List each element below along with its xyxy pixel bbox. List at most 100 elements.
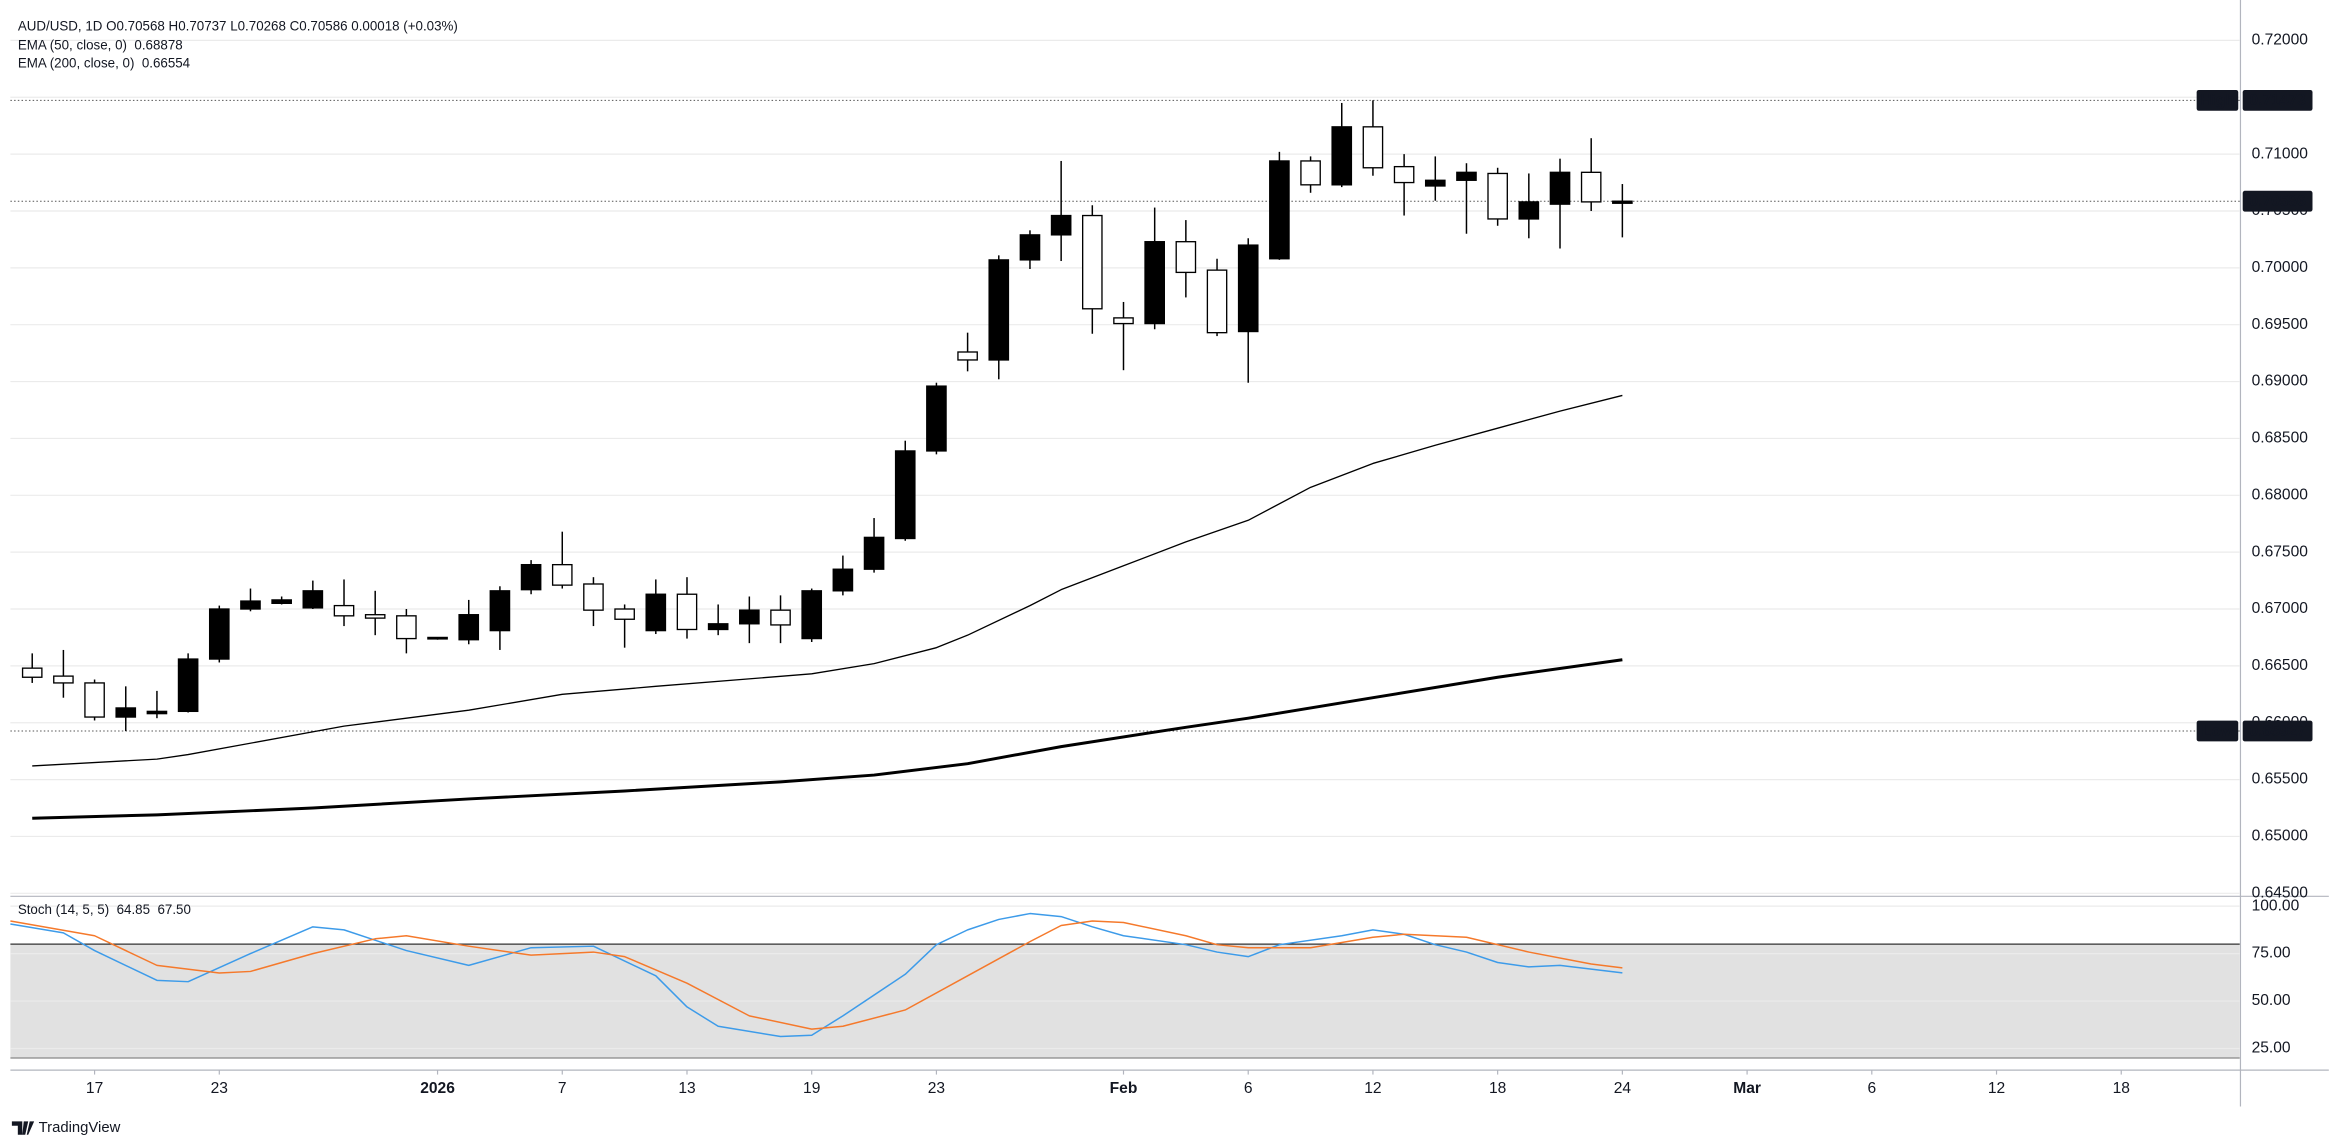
x-tick-label: 18 (2113, 1080, 2130, 1097)
y-tick-label: 0.64500 (2252, 884, 2309, 901)
y-tick-label: 25.00 (2252, 1040, 2291, 1057)
candle-body (1362, 126, 1384, 169)
y-tick-label: 0.70000 (2252, 259, 2309, 276)
candle-body (1269, 160, 1290, 260)
legend-title: Stoch (14, 5, 5) (18, 902, 109, 917)
candle-body (240, 600, 261, 610)
candle-body (177, 658, 199, 713)
candle-body (1113, 317, 1134, 325)
candle-body (1206, 269, 1228, 334)
candle-body (1081, 214, 1103, 310)
candle-body (53, 675, 74, 684)
candle-body (427, 636, 448, 640)
last-price-label: 0.70586 (2249, 193, 2306, 210)
annotation-label-badge (2196, 89, 2239, 111)
candle-body (458, 614, 480, 641)
candle-body (489, 590, 511, 632)
candle-body (21, 667, 43, 678)
legend-value: 0.66554 (142, 55, 191, 70)
candle-body (1393, 165, 1415, 184)
y-tick-label: 0.65500 (2252, 771, 2309, 788)
candle-body (146, 710, 168, 715)
candle-body (1456, 171, 1477, 181)
y-tick-label: 0.68500 (2252, 430, 2309, 447)
annotation-value-badge (2242, 89, 2313, 111)
candle-body (1175, 241, 1197, 274)
annotation-value-badge (2242, 720, 2313, 742)
y-tick-label: 100.00 (2252, 897, 2300, 914)
x-tick-label: 2026 (420, 1080, 455, 1097)
x-tick-label: 18 (1489, 1080, 1506, 1097)
y-tick-label: 0.69000 (2252, 373, 2309, 390)
candle-body (551, 563, 573, 586)
candle-body (676, 593, 698, 631)
candle-body (707, 623, 729, 631)
candle-body (770, 609, 791, 626)
brand-logo (11, 1121, 35, 1135)
chart-header: AUD/USD, 1D O0.70568 H0.70737 L0.70268 C… (18, 18, 458, 33)
candle-body (333, 604, 355, 617)
candle-body (739, 609, 760, 625)
candle-body (801, 590, 823, 640)
candle-body (84, 682, 105, 718)
x-tick-label: 23 (928, 1080, 945, 1097)
y-tick-label: 0.67500 (2252, 543, 2309, 560)
candle-body (1549, 171, 1571, 205)
candle-body (1424, 179, 1446, 187)
candle-body (863, 536, 885, 570)
candle-body (1300, 160, 1321, 186)
legend-value: 67.50 (157, 902, 190, 917)
annotation-value: 0.65927 (2249, 723, 2305, 740)
candle-body (614, 608, 635, 620)
annotation-label-badge (2196, 720, 2239, 742)
ema-line (32, 394, 1623, 767)
candle-body (988, 259, 1010, 361)
y-tick-label: 75.00 (2252, 945, 2291, 962)
candle-body (115, 707, 137, 718)
x-tick-label: 17 (86, 1080, 103, 1097)
y-tick-label: 0.67000 (2252, 600, 2309, 617)
stoch-line (10, 912, 1623, 1038)
x-tick-label: 7 (558, 1080, 567, 1097)
x-tick-label: 24 (1614, 1080, 1632, 1097)
y-tick-label: 0.65000 (2252, 828, 2309, 845)
candle-body (364, 614, 386, 619)
candle-body (926, 385, 947, 452)
legend-name: EMA (200, close, 0) (18, 55, 135, 70)
x-tick-label: 6 (1867, 1080, 1876, 1097)
candle-body (583, 583, 604, 611)
stoch-line (10, 920, 1623, 1030)
legend-value: 0.68878 (134, 38, 182, 53)
x-tick-label: 13 (678, 1080, 695, 1097)
candle-body (1612, 200, 1633, 204)
x-tick-label: 19 (803, 1080, 820, 1097)
ema-line (32, 658, 1623, 820)
candle-body (1144, 241, 1166, 325)
candle-body (302, 590, 324, 609)
candle-body (520, 563, 542, 591)
candle-body (396, 615, 417, 640)
candle-body (1487, 172, 1508, 220)
y-tick-label: 0.72000 (2252, 32, 2309, 49)
candle-body (208, 608, 230, 660)
candle-body (894, 450, 916, 540)
candle-body (1050, 214, 1072, 236)
x-tick-label: Feb (1110, 1080, 1138, 1097)
y-tick-label: 0.69500 (2252, 316, 2309, 333)
legend-name: EMA (50, close, 0) (18, 38, 127, 53)
last-price-label-badge (2242, 190, 2313, 212)
y-tick-label: 0.68000 (2252, 486, 2309, 503)
candle-body (1518, 201, 1540, 220)
x-tick-label: 23 (211, 1080, 228, 1097)
candle-body (957, 351, 978, 361)
candle-body (1237, 244, 1259, 333)
annotation-label: Low (2202, 723, 2234, 740)
annotation-value: 0.71473 (2249, 92, 2306, 109)
x-tick-label: Mar (1733, 1080, 1761, 1097)
candle-body (832, 568, 854, 592)
x-tick-label: 12 (1988, 1080, 2005, 1097)
candle-body (1019, 234, 1041, 261)
y-tick-label: 50.00 (2252, 992, 2291, 1009)
